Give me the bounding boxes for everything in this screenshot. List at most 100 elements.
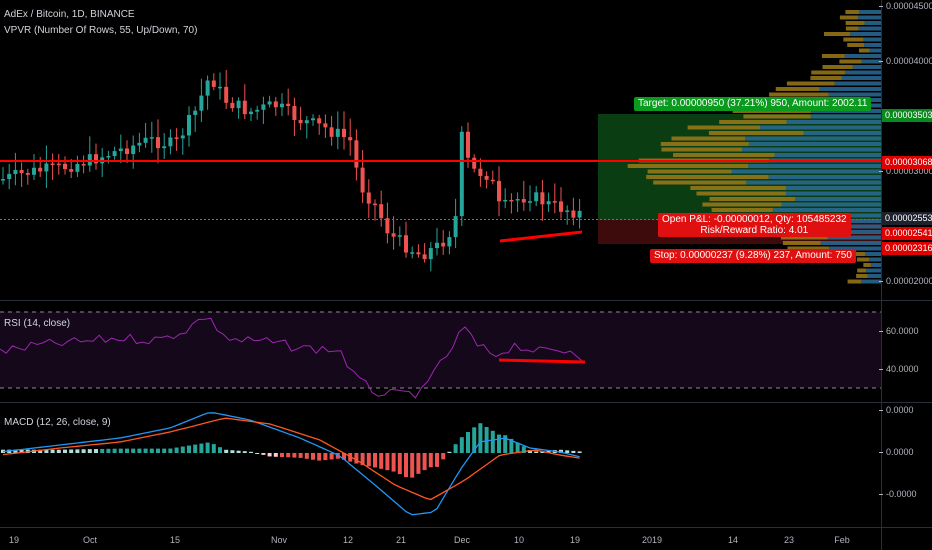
target-label[interactable]: Target: 0.00000950 (37.21%) 950, Amount:…	[634, 97, 872, 111]
candle-body	[236, 100, 241, 109]
volume-profile-bar-down	[811, 70, 846, 75]
macd-histogram-bar	[528, 450, 532, 453]
candle-body	[484, 175, 489, 180]
volume-profile-bar-up	[861, 279, 881, 284]
macd-histogram-bar	[366, 453, 371, 467]
macd-histogram-bar	[428, 453, 433, 468]
macd-histogram-bar	[156, 448, 160, 453]
volume-profile-bar-down	[824, 32, 851, 36]
macd-histogram-bar	[360, 453, 365, 466]
volume-profile-bar-down	[858, 48, 870, 53]
candle-body	[13, 169, 18, 174]
candle-body	[528, 201, 532, 203]
macd-histogram-bar	[236, 450, 241, 453]
time-label: 2019	[641, 535, 663, 545]
volume-profile-bar-up	[858, 26, 881, 31]
macd-histogram-bar	[397, 453, 402, 475]
volume-profile-bar-up	[859, 10, 881, 14]
candle-body	[137, 142, 142, 146]
candle-body	[56, 163, 61, 166]
macd-histogram-bar	[571, 450, 576, 453]
macd-histogram-bar	[131, 448, 136, 453]
candle-body	[255, 109, 260, 112]
volume-profile-bar-up	[731, 169, 881, 174]
macd-histogram-bar	[267, 453, 272, 457]
macd-histogram-bar	[168, 448, 173, 453]
candle-body	[156, 137, 160, 149]
macd-histogram-bar	[261, 453, 266, 455]
volume-profile-bar-down	[843, 37, 864, 42]
candle-body	[125, 148, 129, 155]
candle-body	[273, 101, 278, 108]
trendline-price[interactable]	[499, 230, 583, 243]
volume-profile-bar-down	[857, 257, 870, 262]
candle-body	[75, 164, 80, 172]
volume-profile-bar-up	[781, 202, 881, 207]
macd-histogram-bar	[174, 447, 179, 453]
candle-body	[304, 120, 309, 124]
candle-body	[143, 137, 148, 143]
candle-body	[478, 168, 483, 176]
candle-body	[199, 95, 204, 111]
macd-title[interactable]: MACD (12, 26, close, 9)	[4, 417, 111, 428]
candle-body	[571, 210, 576, 218]
macd-histogram-bar	[410, 453, 415, 478]
macd-histogram-bar	[50, 449, 55, 453]
candle-body	[428, 248, 433, 260]
macd-histogram-bar	[280, 453, 284, 458]
volume-profile-bar-up	[852, 65, 881, 69]
vpvr-indicator-title[interactable]: VPVR (Number Of Rows, 55, Up/Down, 70)	[4, 25, 198, 36]
candle-body	[453, 216, 458, 238]
macd-tick: 0.0000	[879, 405, 932, 416]
candle-body	[44, 163, 49, 172]
time-label: 23	[783, 535, 795, 545]
macd-histogram-bar	[435, 453, 439, 467]
candle-body	[7, 173, 12, 180]
volume-profile	[627, 10, 881, 284]
pnl-label[interactable]: Open P&L: -0.00000012, Qty: 105485232 Ri…	[658, 213, 851, 237]
volume-profile-bar-up	[742, 147, 881, 152]
time-label: 10	[513, 535, 525, 545]
volume-profile-bar-up	[811, 109, 881, 113]
volume-profile-bar-down	[709, 197, 796, 201]
candle-body	[311, 118, 315, 121]
candle-body	[497, 180, 501, 202]
volume-profile-bar-down	[845, 21, 865, 25]
volume-profile-bar-down	[782, 241, 821, 245]
candle-body	[286, 103, 291, 107]
volume-profile-bar-up	[803, 131, 881, 135]
candle-body	[32, 167, 36, 175]
macd-histogram-bar	[354, 453, 359, 464]
macd-histogram-bar	[13, 449, 18, 453]
volume-profile-bar-down	[857, 268, 867, 273]
macd-histogram-bar	[87, 449, 92, 453]
volume-profile-bar-up	[869, 257, 881, 262]
entry-price-tag: 0.00002541	[882, 227, 932, 240]
macd-histogram-bar	[286, 453, 291, 458]
volume-profile-bar-down	[775, 87, 820, 91]
macd-histogram-bar	[391, 453, 396, 472]
macd-histogram-bar	[187, 445, 191, 453]
macd-histogram-bar	[422, 453, 427, 471]
macd-histogram-bar	[521, 446, 526, 453]
volume-profile-bar-down	[839, 59, 862, 64]
stop-label[interactable]: Stop: 0.00000237 (9.28%) 237, Amount: 75…	[650, 249, 856, 263]
volume-profile-bar-up	[795, 197, 881, 201]
candle-body	[472, 157, 477, 169]
target-price-tag: 0.00003503	[882, 109, 932, 122]
candle-body	[335, 128, 340, 137]
symbol-title[interactable]: AdEx / Bitcoin, 1D, BINANCE	[4, 9, 135, 20]
volume-profile-bar-up	[810, 114, 881, 119]
trendline-rsi[interactable]	[498, 358, 586, 364]
rsi-line	[0, 317, 584, 399]
volume-profile-bar-down	[743, 114, 811, 119]
macd-histogram-bar	[416, 453, 421, 474]
macd-histogram-bar	[292, 453, 297, 458]
macd-histogram-bar	[459, 437, 464, 453]
volume-profile-bar-down	[839, 15, 859, 20]
candle-body	[280, 103, 284, 108]
rsi-title[interactable]: RSI (14, close)	[4, 318, 71, 329]
rsi-tick: 60.0000	[879, 326, 932, 337]
candle-body	[577, 210, 582, 218]
